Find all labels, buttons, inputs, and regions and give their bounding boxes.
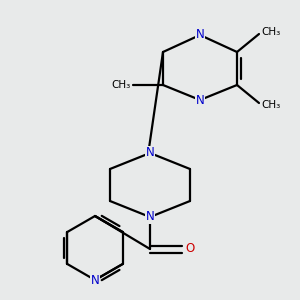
Text: CH₃: CH₃ xyxy=(261,27,280,37)
Text: N: N xyxy=(196,94,204,106)
Text: N: N xyxy=(91,274,99,286)
Text: CH₃: CH₃ xyxy=(261,100,280,110)
Text: N: N xyxy=(196,28,204,41)
Text: O: O xyxy=(185,242,195,256)
Text: N: N xyxy=(146,146,154,160)
Text: CH₃: CH₃ xyxy=(112,80,131,90)
Text: N: N xyxy=(146,211,154,224)
